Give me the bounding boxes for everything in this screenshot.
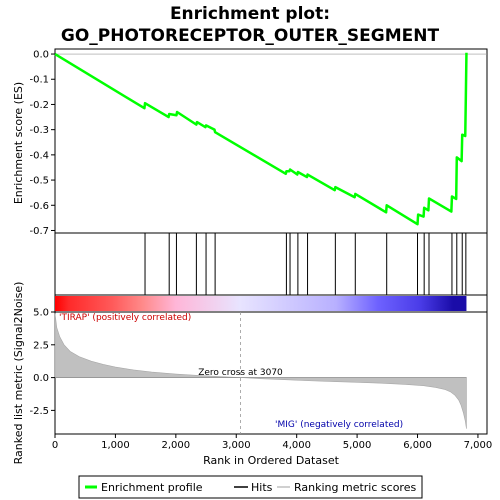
metric-tick-label-1: 2.5 [33, 340, 49, 351]
metric-area [54, 312, 467, 434]
es-panel [54, 48, 488, 234]
legend-box [78, 475, 423, 499]
legend-hits-label: Hits [251, 481, 273, 494]
es-line [54, 52, 468, 226]
es-tick-label-4: -0.4 [29, 150, 49, 161]
es-line-group [54, 52, 487, 226]
es-tick-label-2: -0.2 [29, 100, 49, 111]
x-tick-label-2: 2,000 [162, 440, 191, 451]
chart-title-line1: Enrichment plot: [170, 4, 330, 24]
x-tick-label-0: 0 [52, 440, 58, 451]
metric-area-path [54, 313, 467, 429]
es-axis-title: Enrichment score (ES) [12, 82, 25, 204]
x-axis-title: Rank in Ordered Dataset [203, 454, 340, 467]
metric-tick-label-2: 0.0 [33, 373, 49, 384]
heatmap-strip [55, 296, 467, 311]
neg-correlated-label: 'MIG' (negatively correlated) [275, 420, 403, 430]
metric-axis-title: Ranked list metric (Signal2Noise) [12, 282, 25, 465]
es-tick-label-6: -0.6 [29, 201, 49, 212]
es-tick-label-7: -0.7 [29, 226, 49, 237]
pos-correlated-label: 'TIRAP' (positively correlated) [59, 313, 191, 323]
hits-panel [54, 232, 488, 296]
metric-tick-label-0: 5.0 [33, 308, 49, 319]
x-tick-label-4: 4,000 [282, 440, 311, 451]
heatmap-bar [55, 296, 467, 311]
zero-cross-label: Zero cross at 3070 [198, 368, 283, 378]
legend-metric-label: Ranking metric scores [294, 481, 416, 494]
es-tick-label-0: 0.0 [33, 50, 49, 61]
x-tick-label-6: 6,000 [403, 440, 432, 451]
es-tick-label-1: -0.1 [29, 75, 49, 86]
chart-title-line2: GO_PHOTORECEPTOR_OUTER_SEGMENT [61, 26, 440, 46]
hit-lines [144, 233, 467, 295]
es-tick-label-5: -0.5 [29, 176, 49, 187]
x-tick-label-5: 5,000 [343, 440, 372, 451]
metric-tick-label-3: -2.5 [29, 406, 49, 417]
x-tick-label-3: 3,000 [222, 440, 251, 451]
es-tick-label-3: -0.3 [29, 125, 49, 136]
x-tick-label-7: 7,000 [464, 440, 493, 451]
x-tick-label-1: 1,000 [101, 440, 130, 451]
axes: 0.0 -0.1 -0.2 -0.3 -0.4 -0.5 -0.6 -0.7 5.0 2.5 0.0… [29, 50, 492, 451]
legend-es-label: Enrichment profile [101, 481, 203, 494]
